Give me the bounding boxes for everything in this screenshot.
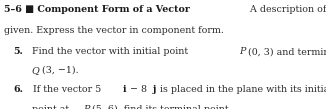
Text: is placed in the plane with its initial: is placed in the plane with its initial: [157, 85, 326, 94]
Text: If the vector 5: If the vector 5: [27, 85, 101, 94]
Text: i: i: [122, 85, 126, 94]
Text: Find the vector with initial point: Find the vector with initial point: [26, 47, 192, 56]
Text: 6.: 6.: [14, 85, 24, 94]
Text: A description of a vector is: A description of a vector is: [244, 5, 326, 14]
Text: given. Express the vector in component form.: given. Express the vector in component f…: [4, 26, 224, 35]
Text: 5–6 ■ Component Form of a Vector: 5–6 ■ Component Form of a Vector: [4, 5, 190, 14]
Text: j: j: [153, 85, 156, 94]
Text: P: P: [83, 105, 90, 109]
Text: (0, 3) and terminal point: (0, 3) and terminal point: [248, 47, 326, 57]
Text: − 8: − 8: [127, 85, 147, 94]
Text: Q: Q: [32, 66, 39, 75]
Text: 5.: 5.: [14, 47, 23, 56]
Text: (3, −1).: (3, −1).: [42, 66, 78, 75]
Text: point at: point at: [32, 105, 72, 109]
Text: (5, 6), find its terminal point.: (5, 6), find its terminal point.: [92, 105, 231, 109]
Text: P: P: [240, 47, 246, 56]
